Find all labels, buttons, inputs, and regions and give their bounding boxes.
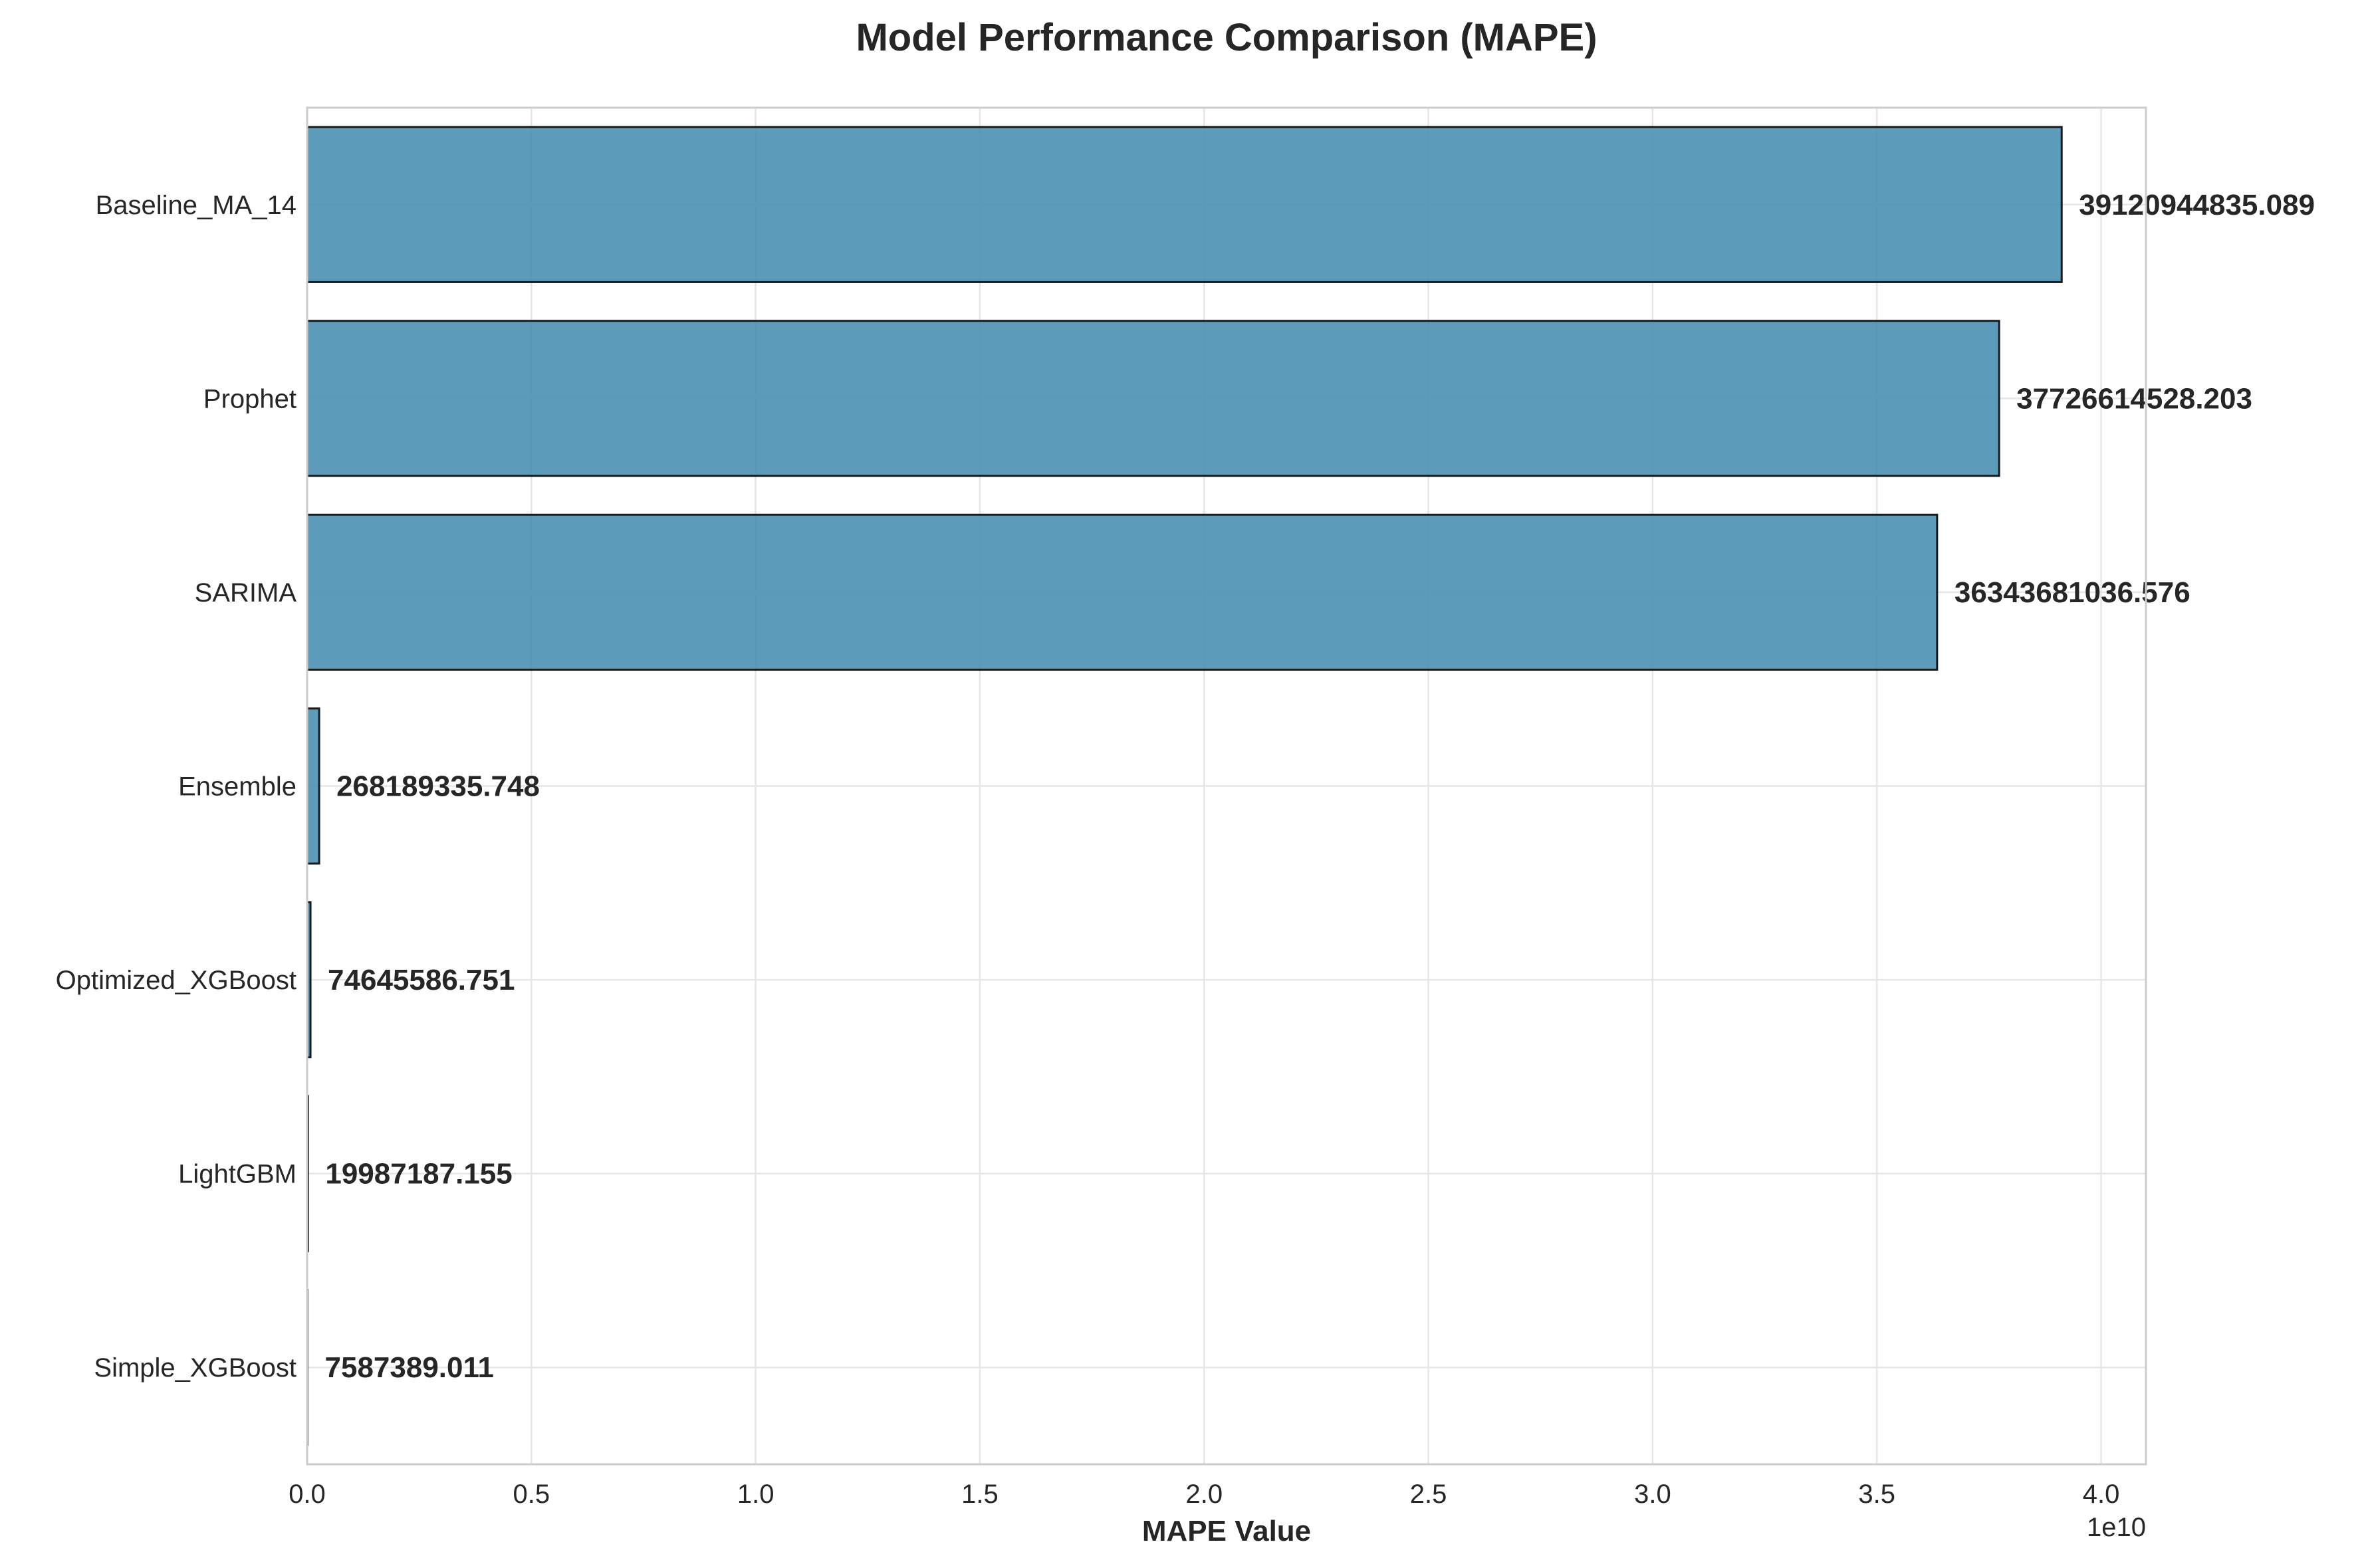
bar-value-label: 268189335.748 — [336, 770, 540, 803]
bar-value-label: 39120944835.089 — [2079, 189, 2315, 221]
bar-value-label: 74645586.751 — [328, 964, 515, 996]
bar-prophet — [306, 320, 2000, 477]
x-tick-label: 3.5 — [1858, 1480, 1895, 1509]
bar-baseline-ma-14 — [306, 126, 2063, 283]
data-labels: 39120944835.089 37726614528.203 3634368103… — [325, 189, 2315, 1384]
x-tick-label: 2.5 — [1410, 1480, 1447, 1509]
y-tick-label: Ensemble — [178, 772, 296, 802]
bar-value-label: 37726614528.203 — [2016, 382, 2252, 415]
x-tick-label: 1.5 — [961, 1480, 999, 1509]
bar-value-label: 19987187.155 — [325, 1158, 512, 1190]
x-tick-labels: 0.0 0.5 1.0 1.5 2.0 2.5 3.0 3.5 4.0 — [289, 1480, 2119, 1509]
x-tick-label: 0.5 — [513, 1480, 550, 1509]
bar-sarima — [306, 513, 1939, 671]
y-tick-label: SARIMA — [195, 578, 297, 608]
y-tick-label: Prophet — [203, 384, 296, 413]
x-tick-label: 2.0 — [1185, 1480, 1223, 1509]
x-tick-label: 3.0 — [1634, 1480, 1671, 1509]
y-tick-labels: Baseline_MA_14 Prophet SARIMA Ensemble Optim… — [56, 191, 297, 1383]
y-tick-label: LightGBM — [178, 1160, 296, 1189]
y-tick-label: Baseline_MA_14 — [96, 191, 296, 220]
y-tick-label: Simple_XGBoost — [94, 1353, 296, 1383]
x-tick-label: 4.0 — [2083, 1480, 2120, 1509]
x-tick-label: 0.0 — [289, 1480, 326, 1509]
y-tick-label: Optimized_XGBoost — [56, 966, 296, 995]
x-axis-offset-label: 1e10 — [2087, 1513, 2146, 1542]
bar-value-label: 36343681036.576 — [1954, 576, 2190, 609]
chart-title: Model Performance Comparison (MAPE) — [856, 16, 1597, 59]
bar-value-label: 7587389.011 — [325, 1351, 495, 1384]
bar-ensemble — [306, 707, 320, 865]
bars — [306, 126, 2063, 1446]
x-tick-label: 1.0 — [737, 1480, 774, 1509]
x-axis-label: MAPE Value — [1142, 1515, 1311, 1547]
plot-frame — [306, 106, 2147, 1466]
